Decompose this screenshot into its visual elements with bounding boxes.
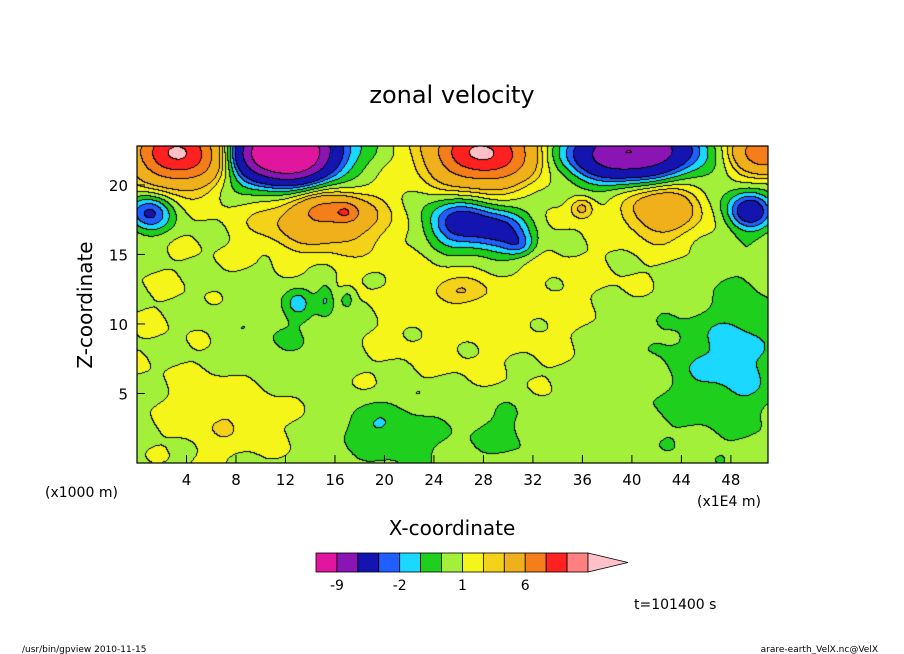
colorbar-segment [399,552,422,573]
x-axis-ticks: 4 8 12 16 20 24 28 32 36 40 44 48 [182,455,740,489]
x-axis-label: X-coordinate [389,516,516,540]
colorbar-segment [503,552,526,573]
footer-left: /usr/bin/gpview 2010-11-15 [22,645,146,654]
x-tick-label: 36 [573,471,592,489]
colorbar-tick-label: 1 [458,578,467,594]
colorbar-segment [462,552,484,573]
x-tick-label: 44 [672,471,691,489]
velocity-field [137,146,768,463]
x-tick-label: 20 [375,471,394,489]
plot-frame [136,145,769,464]
x-tick-label: 8 [231,471,241,489]
x-unit-label: (x1E4 m) [697,494,761,510]
y-axis-label: Z-coordinate [73,241,97,368]
colorbar-segment [420,552,442,573]
x-tick-label: 32 [523,471,542,489]
colorbar-segment [336,552,359,573]
colorbar-segment [315,552,338,573]
x-tick-label: 40 [622,471,641,489]
chart-title: zonal velocity [369,81,534,109]
colorbar-segment [357,552,380,573]
footer-right: arare-earth_VelX.nc@VelX [761,645,878,654]
x-tick-label: 16 [325,471,344,489]
y-tick-label: 15 [109,246,128,264]
colorbar-tick-label: -2 [393,578,407,594]
y-tick-label: 5 [118,385,128,403]
plot-area [136,145,769,464]
colorbar-extend-arrow [587,552,629,573]
time-label: t=101400 s [634,597,716,613]
y-unit-label: (x1000 m) [45,485,118,501]
x-tick-label: 12 [276,471,295,489]
x-tick-label: 24 [424,471,443,489]
colorbar-segment [482,552,505,573]
colorbar-segment [441,552,463,573]
x-tick-label: 4 [182,471,192,489]
colorbar-segment [566,552,589,573]
colorbar-segment [545,552,568,573]
colorbar-segment [524,552,547,573]
colorbar-tick-label: 6 [521,578,530,594]
x-tick-label: 28 [474,471,493,489]
colorbar-tick-label: -9 [330,578,344,594]
y-axis-ticks: 5 10 15 20 [109,177,145,403]
y-tick-label: 20 [109,177,128,195]
colorbar: -9 -2 1 6 [315,552,629,594]
x-tick-label: 48 [721,471,740,489]
y-tick-label: 10 [109,316,128,334]
colorbar-segment [378,552,401,573]
